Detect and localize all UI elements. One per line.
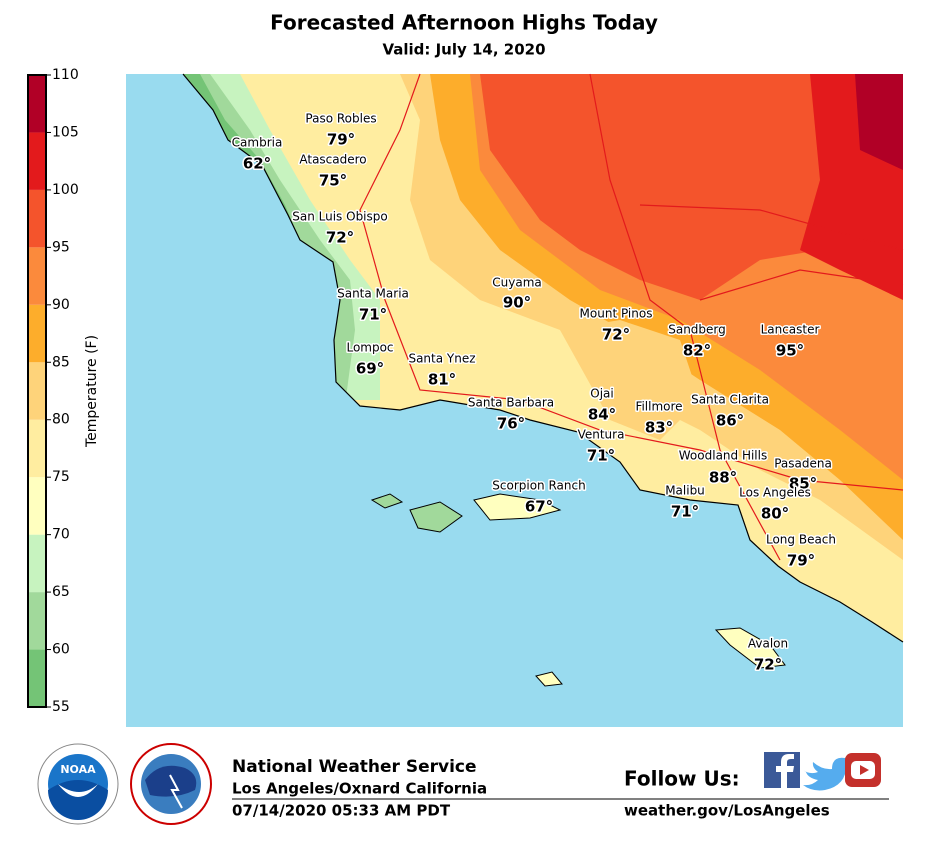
follow: Follow Us: [624, 767, 740, 791]
city-name: Avalon [748, 637, 788, 651]
colorbar-tick-label: 60 [52, 642, 70, 658]
nws-logo [130, 743, 212, 825]
url[interactable]: weather.gov/LosAngeles [624, 802, 830, 820]
city-temp: 69° [356, 360, 384, 378]
colorbar-band [28, 247, 46, 305]
colorbar-band [28, 534, 46, 593]
colorbar-tick-label: 80 [52, 412, 70, 428]
city-temp: 75° [319, 172, 347, 190]
city-name: Santa Maria [337, 287, 409, 301]
city-name: Atascadero [299, 153, 366, 167]
subtitle: Valid: July 14, 2020 [382, 41, 545, 59]
city-name: Mount Pinos [580, 307, 653, 321]
city-temp: 79° [787, 552, 815, 570]
colorbar-band [28, 649, 46, 707]
city-name: Ojai [590, 387, 613, 401]
issued: 07/14/2020 05:33 AM PDT [232, 802, 451, 820]
colorbar-tick-label: 90 [52, 297, 70, 313]
city-temp: 83° [645, 419, 673, 437]
colorbar-tick-label: 75 [52, 469, 70, 485]
city-temp: 80° [761, 505, 789, 523]
city-name: Woodland Hills [679, 449, 767, 463]
city-temp: 71° [587, 447, 615, 465]
city-name: Sandberg [668, 323, 726, 337]
city-temp: 86° [716, 412, 744, 430]
city-name: Scorpion Ranch [492, 479, 585, 493]
city-name: Lancaster [761, 323, 820, 337]
city-name: Pasadena [774, 457, 832, 471]
colorbar-tick-label: 95 [52, 239, 70, 255]
colorbar-band [28, 304, 46, 363]
city-name: San Luis Obispo [292, 210, 387, 224]
city-temp: 84° [588, 406, 616, 424]
colorbar-band [28, 419, 46, 478]
city-name: Cambria [232, 136, 283, 150]
youtube-play [860, 765, 869, 775]
title: Forecasted Afternoon Highs Today [270, 11, 658, 35]
colorbar-tick-label: 55 [52, 699, 70, 715]
land [183, 74, 903, 642]
colorbar-band [28, 189, 46, 248]
city-temp: 88° [709, 469, 737, 487]
city-name: Ventura [578, 428, 625, 442]
city-temp: 71° [359, 306, 387, 324]
colorbar-tick-label: 70 [52, 527, 70, 543]
city-name: Malibu [665, 484, 705, 498]
noaa-text: NOAA [60, 763, 96, 776]
colorbar-band [28, 75, 46, 133]
colorbar-tick-label: 110 [52, 67, 79, 83]
city-temp: 76° [497, 415, 525, 433]
city-temp: 72° [326, 229, 354, 247]
city-name: Santa Ynez [408, 352, 475, 366]
city-temp: 90° [503, 294, 531, 312]
office: Los Angeles/Oxnard California [232, 780, 487, 798]
colorbar-tick-label: 100 [52, 182, 79, 198]
islands [370, 493, 786, 687]
city-name: Fillmore [635, 400, 682, 414]
city-temp: 67° [525, 498, 553, 516]
facebook-glyph [776, 754, 794, 788]
city-name: Lompoc [346, 341, 393, 355]
twitter-icon[interactable] [803, 756, 850, 791]
city-temp: 95° [776, 342, 804, 360]
city-name: Paso Robles [305, 112, 376, 126]
colorbar-band [28, 132, 46, 190]
city-name: Long Beach [766, 533, 836, 547]
colorbar-tick-label: 65 [52, 584, 70, 600]
noaa-logo: NOAA [37, 743, 119, 825]
colorbar-band [28, 477, 46, 535]
city-temp: 71° [671, 503, 699, 521]
city-temp: 79° [327, 131, 355, 149]
city-temp: 81° [428, 371, 456, 389]
agency: National Weather Service [232, 757, 477, 777]
city-temp: 72° [754, 656, 782, 674]
colorbar-frame [27, 74, 47, 708]
colorbar-band [28, 592, 46, 650]
colorbar-tick-label: 105 [52, 124, 79, 140]
roads [359, 73, 904, 561]
colorbar-label: Temperature (F) [84, 335, 100, 448]
coastline [182, 73, 904, 643]
colorbar-band [28, 362, 46, 420]
city-temp: 72° [602, 326, 630, 344]
city-name: Santa Barbara [468, 396, 554, 410]
city-name: Santa Clarita [691, 393, 769, 407]
colorbar-tick-label: 85 [52, 354, 70, 370]
city-name: Cuyama [492, 276, 541, 290]
city-name: Los Angeles [739, 486, 811, 500]
city-temp: 82° [683, 342, 711, 360]
city-temp: 62° [243, 155, 271, 173]
city-temp: 85° [789, 475, 817, 493]
